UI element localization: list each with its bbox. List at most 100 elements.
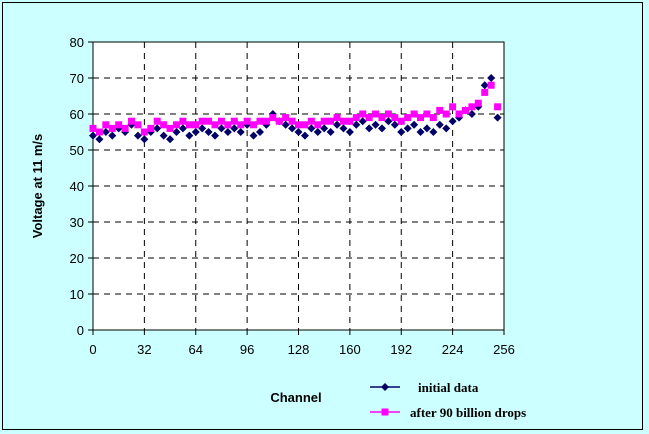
data-point (449, 103, 457, 111)
data-point (390, 120, 399, 129)
data-point (192, 121, 200, 129)
data-point (153, 124, 162, 133)
data-point (295, 121, 302, 129)
legend-marker-series-2 (381, 408, 389, 416)
data-point (403, 124, 412, 133)
data-point (422, 124, 431, 133)
y-tick-label: 0 (77, 323, 84, 338)
data-point (133, 131, 142, 140)
legend-markers (370, 383, 400, 416)
data-point (275, 117, 283, 125)
data-point (95, 135, 104, 144)
data-point (255, 128, 264, 136)
data-point (224, 121, 232, 129)
x-tick-label: 256 (493, 342, 515, 357)
data-point (223, 128, 232, 136)
data-point (102, 121, 110, 129)
data-point (493, 113, 502, 122)
axes: 0 10 20 30 40 50 60 70 80 0 32 64 96 128 160 192 224 256 (70, 35, 515, 357)
x-tick-label: 64 (189, 342, 203, 357)
series-1 (89, 74, 502, 144)
data-point (281, 120, 290, 129)
data-point (352, 120, 361, 129)
data-point (410, 120, 419, 129)
data-point (166, 124, 174, 132)
y-tick-label: 30 (70, 215, 84, 230)
data-point (461, 106, 469, 114)
y-tick-label: 40 (70, 179, 84, 194)
data-point (480, 81, 489, 90)
y-axis-title: Voltage at 11 m/s (30, 134, 45, 239)
legend-marker-series-1 (381, 383, 389, 391)
data-point (314, 121, 322, 129)
data-point (249, 131, 258, 140)
data-point (352, 114, 360, 122)
data-point (384, 110, 392, 118)
data-point (211, 131, 220, 140)
data-point (282, 114, 290, 122)
data-point (301, 121, 309, 129)
legend: initial data after 90 billion drops (370, 380, 526, 420)
data-point (185, 121, 193, 129)
data-point (89, 124, 97, 132)
data-point (429, 128, 438, 136)
data-point (191, 128, 200, 136)
data-point (455, 110, 463, 118)
data-point (468, 103, 476, 111)
data-point (205, 117, 213, 125)
x-tick-label: 224 (442, 342, 464, 357)
data-point (250, 121, 258, 129)
data-point (442, 124, 451, 133)
data-point (333, 114, 341, 122)
data-point (448, 117, 457, 126)
data-point (230, 124, 239, 133)
data-point (300, 131, 309, 140)
data-point (442, 110, 450, 118)
data-point (307, 124, 316, 133)
data-point (294, 128, 303, 136)
series-layer (89, 74, 502, 144)
data-point (256, 117, 264, 125)
data-point (365, 124, 374, 133)
data-point (397, 117, 405, 125)
data-point (384, 117, 393, 126)
data-point (487, 74, 496, 82)
data-point (359, 110, 367, 118)
data-point (230, 117, 238, 125)
legend-label-series-1: initial data (418, 380, 479, 395)
data-point (237, 121, 245, 129)
data-point (211, 121, 219, 129)
data-point (377, 124, 386, 133)
data-point (198, 117, 206, 125)
data-point (288, 117, 296, 125)
data-point (397, 128, 406, 136)
data-point (185, 131, 194, 140)
x-tick-label: 160 (339, 342, 361, 357)
legend-label-series-2: after 90 billion drops (410, 405, 526, 420)
data-point (333, 120, 342, 129)
data-point (147, 124, 155, 132)
x-tick-label: 96 (240, 342, 254, 357)
x-tick-label: 128 (288, 342, 310, 357)
y-tick-label: 10 (70, 287, 84, 302)
data-point (346, 117, 354, 125)
gridlines (93, 42, 504, 330)
data-point (159, 131, 168, 140)
x-tick-label: 0 (89, 342, 96, 357)
y-tick-label: 20 (70, 251, 84, 266)
data-point (416, 128, 425, 136)
data-point (410, 110, 418, 118)
data-point (95, 128, 103, 136)
data-point (327, 117, 335, 125)
data-point (313, 128, 322, 136)
y-tick-label: 50 (70, 143, 84, 158)
data-point (179, 117, 187, 125)
data-point (474, 99, 482, 107)
data-point (115, 121, 123, 129)
y-tick-label: 70 (70, 71, 84, 86)
data-point (429, 114, 437, 122)
y-tick-label: 60 (70, 107, 84, 122)
data-point (108, 131, 117, 140)
data-point (121, 124, 129, 132)
data-point (365, 114, 373, 122)
